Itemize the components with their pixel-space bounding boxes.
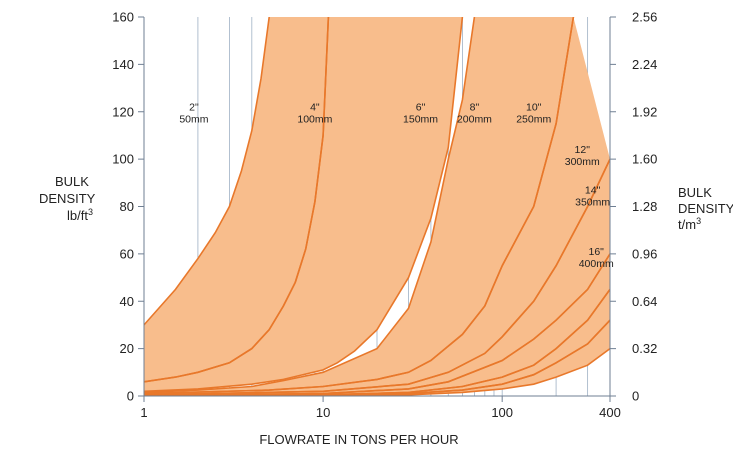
band-3-upper-edge xyxy=(144,17,476,394)
y2-tick-label-1.6: 1.60 xyxy=(632,152,657,167)
y2-tick-label-0: 0 xyxy=(632,389,639,404)
y2-tick-label-2.56: 2.56 xyxy=(632,10,657,25)
y-tick-label-60: 60 xyxy=(120,246,134,261)
y-axis-label-left-line3: lb/ft3 xyxy=(67,207,93,223)
y-axis-label-right-unit: t/m xyxy=(678,217,696,232)
band-6-label-mm: 300mm xyxy=(565,156,600,168)
y-tick-label-120: 120 xyxy=(112,104,134,119)
band-2-lower-edge xyxy=(144,17,464,393)
y-tick-label-20: 20 xyxy=(120,341,134,356)
x-tick-label-10: 10 xyxy=(316,405,330,420)
x-tick-label-1: 1 xyxy=(140,405,147,420)
y2-tick-label-2.24: 2.24 xyxy=(632,57,657,72)
y-tick-label-0: 0 xyxy=(127,389,134,404)
band-4-label-inch: 8" xyxy=(470,101,480,113)
band-7-label-mm: 350mm xyxy=(575,196,610,208)
y-axis-label-left-unit: lb/ft xyxy=(67,208,88,223)
y2-tick-label-1.28: 1.28 xyxy=(632,199,657,214)
y-axis-label-left-sup: 3 xyxy=(88,207,93,217)
band-5-label-mm: 250mm xyxy=(516,113,551,125)
band-3-fill xyxy=(144,17,574,394)
band-2-upper-edge xyxy=(144,17,330,383)
y-tick-label-140: 140 xyxy=(112,57,134,72)
band-6-label-inch: 12" xyxy=(575,144,591,156)
band-2-label-inch: 4" xyxy=(310,101,320,113)
band-4-label-mm: 200mm xyxy=(457,113,492,125)
y2-tick-label-0.32: 0.32 xyxy=(632,341,657,356)
y-axis-label-right-line1: BULK xyxy=(678,185,712,200)
belt-width-bands xyxy=(144,17,610,396)
y-axis-label-right-sup: 3 xyxy=(696,216,701,226)
x-tick-label-400: 400 xyxy=(599,405,621,420)
band-5-label-inch: 10" xyxy=(526,101,542,113)
y-tick-label-160: 160 xyxy=(112,10,134,25)
y-axis-label-right-line3: t/m3 xyxy=(678,216,701,232)
band-4-fill xyxy=(144,17,610,395)
y-axis-label-right-line2: DENSITY xyxy=(678,201,733,216)
y2-tick-label-0.96: 0.96 xyxy=(632,246,657,261)
y2-tick-label-1.92: 1.92 xyxy=(632,104,657,119)
band-5-upper-edge xyxy=(144,158,610,396)
y-axis-label-left-line2: DENSITY xyxy=(39,191,96,206)
x-axis-label: FLOWRATE IN TONS PER HOUR xyxy=(259,432,458,447)
band-1-fill xyxy=(144,17,329,382)
band-1-label-inch: 2" xyxy=(189,101,199,113)
band-7-label-inch: 14" xyxy=(585,184,601,196)
y-tick-label-80: 80 xyxy=(120,199,134,214)
band-8-label-inch: 16" xyxy=(588,246,604,258)
band-4-upper-edge xyxy=(144,17,575,395)
band-2-label-mm: 100mm xyxy=(297,113,332,125)
x-tick-label-100: 100 xyxy=(491,405,513,420)
band-2-fill xyxy=(144,17,463,392)
band-3-label-mm: 150mm xyxy=(403,113,438,125)
y2-tick-label-0.64: 0.64 xyxy=(632,294,657,309)
band-8-label-mm: 400mm xyxy=(579,258,614,270)
band-1-upper-edge xyxy=(144,17,270,326)
y-tick-label-100: 100 xyxy=(112,152,134,167)
y-axis-label-left-line1: BULK xyxy=(55,174,89,189)
band-6-upper-edge xyxy=(144,253,610,396)
y-tick-label-40: 40 xyxy=(120,294,134,309)
axes: 0 20 40 60 80 100 120 140 160 0 0.32 0.64 0.96 1.28 1.… xyxy=(112,10,657,421)
band-3-label-inch: 6" xyxy=(416,101,426,113)
band-labels: 2"50mm 4"100mm 6"150mm 8"200mm 10"250mm 12"30… xyxy=(179,101,614,269)
band-1-label-mm: 50mm xyxy=(179,113,208,125)
band-8-lower-edge xyxy=(144,347,610,396)
